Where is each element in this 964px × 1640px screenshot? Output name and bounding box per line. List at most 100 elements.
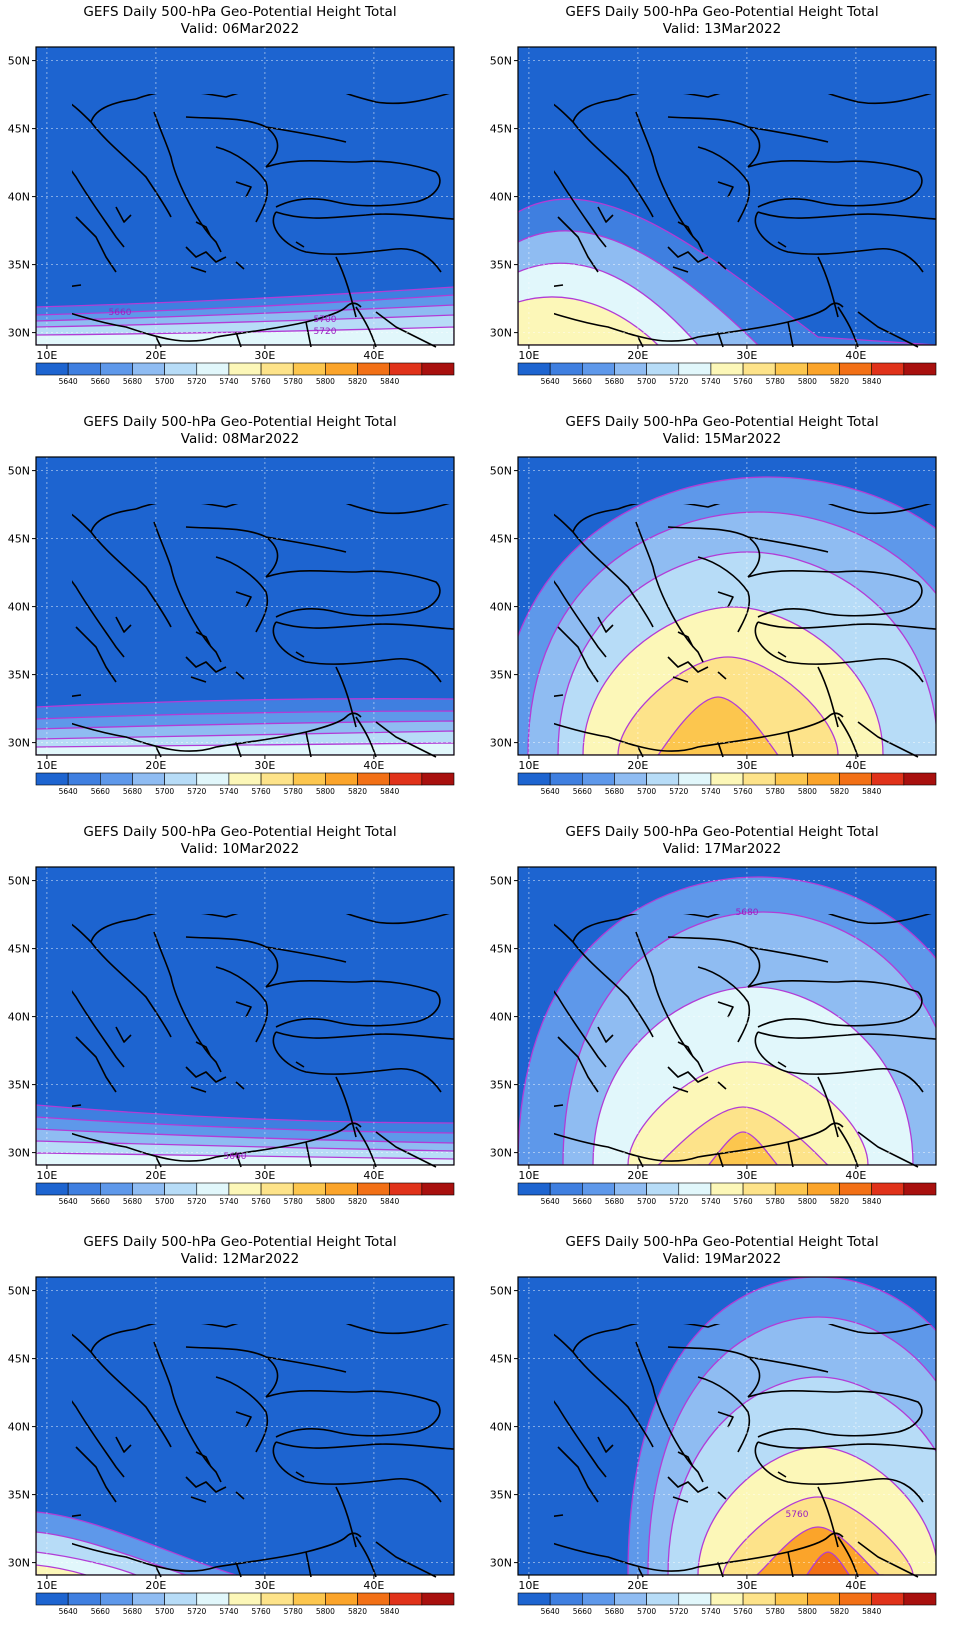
colorbar-swatch <box>228 1592 262 1606</box>
colorbar-swatch <box>549 1592 583 1606</box>
colorbar-label: 5720 <box>669 787 688 796</box>
colorbar-label: 5740 <box>219 787 238 796</box>
colorbar-swatch <box>871 772 905 786</box>
colorbar-swatch <box>742 1182 776 1196</box>
colorbar-swatch <box>646 362 680 376</box>
colorbar-swatch <box>678 1182 712 1196</box>
valid-date: 10Mar2022 <box>222 841 300 857</box>
colorbar-swatch <box>132 772 165 786</box>
lat-label: 40N <box>490 1421 512 1434</box>
colorbar-label: 5820 <box>348 377 367 386</box>
colorbar-swatch <box>325 362 358 376</box>
colorbar-swatch <box>325 1182 358 1196</box>
lon-label: 30E <box>736 349 757 362</box>
map-panel-19mar: GEFS Daily 500-hPa Geo-Potential Height … <box>482 1230 962 1640</box>
lat-label: 30N <box>8 1147 30 1160</box>
colorbar-label: 5780 <box>284 377 303 386</box>
colorbar-swatch <box>614 362 647 376</box>
colorbar-swatch <box>774 1182 808 1196</box>
contour-label: 5720 <box>314 327 337 337</box>
lat-label: 35N <box>8 1489 30 1502</box>
colorbar-swatch <box>292 1592 326 1606</box>
lon-label: 10E <box>36 759 57 772</box>
map-panel-15mar: GEFS Daily 500-hPa Geo-Potential Height … <box>482 410 962 820</box>
lat-label: 30N <box>8 327 30 340</box>
colorbar-swatch <box>325 1592 358 1606</box>
valid-prefix: Valid: <box>662 841 705 857</box>
panel-valid: Valid: 10Mar2022 <box>0 841 480 858</box>
lat-label: 50N <box>490 465 512 478</box>
colorbar-label: 5780 <box>284 1197 303 1206</box>
lon-label: 40E <box>363 1169 384 1182</box>
panel-title: GEFS Daily 500-hPa Geo-Potential Height … <box>565 1234 879 1250</box>
map-panel-12mar: GEFS Daily 500-hPa Geo-Potential Height … <box>0 1230 480 1640</box>
colorbar-label: 5700 <box>155 1197 174 1206</box>
colorbar-label: 5800 <box>798 1607 817 1616</box>
colorbar-label: 5760 <box>252 1197 271 1206</box>
colorbar-legend: 5640 5660 5680 5700 5720 5740 5760 5780 5800 5820… <box>517 1182 937 1206</box>
panel-title: GEFS Daily 500-hPa Geo-Potential Height … <box>565 414 879 430</box>
colorbar-label: 5800 <box>798 1197 817 1206</box>
lat-label: 45N <box>490 943 512 956</box>
colorbar-label: 5720 <box>187 787 206 796</box>
colorbar-swatch <box>132 362 165 376</box>
colorbar-label: 5680 <box>123 1197 142 1206</box>
colorbar-label: 5800 <box>316 1197 335 1206</box>
colorbar-legend: 5640 5660 5680 5700 5720 5740 5760 5780 5800 5820… <box>35 1182 455 1206</box>
lon-label: 20E <box>627 1579 648 1592</box>
map-frame <box>517 46 937 346</box>
map-panel-13mar: GEFS Daily 500-hPa Geo-Potential Height … <box>482 0 962 410</box>
colorbar-swatch <box>903 1592 937 1606</box>
colorbar-swatch <box>260 772 294 786</box>
lon-label: 10E <box>518 349 539 362</box>
colorbar-swatch <box>742 772 776 786</box>
colorbar-label: 5700 <box>155 1607 174 1616</box>
colorbar-swatch <box>325 772 358 786</box>
colorbar-label: 5820 <box>830 377 849 386</box>
colorbar-label: 5640 <box>59 1607 78 1616</box>
lat-label: 45N <box>8 943 30 956</box>
contour-label: 5700 <box>314 315 337 325</box>
lon-label: 40E <box>363 1579 384 1592</box>
colorbar-swatch <box>839 362 872 376</box>
lat-label: 45N <box>8 123 30 136</box>
lon-label: 10E <box>518 759 539 772</box>
colorbar-swatch <box>389 772 423 786</box>
colorbar-label: 5760 <box>252 787 271 796</box>
lat-label: 50N <box>8 875 30 888</box>
panel-title: GEFS Daily 500-hPa Geo-Potential Height … <box>83 414 397 430</box>
lat-label: 45N <box>8 533 30 546</box>
valid-date: 12Mar2022 <box>222 1251 300 1267</box>
colorbar-swatch <box>132 1592 165 1606</box>
valid-prefix: Valid: <box>180 841 223 857</box>
colorbar-swatch <box>614 1592 647 1606</box>
colorbar-swatch <box>903 1182 937 1196</box>
colorbar-swatch <box>871 1182 905 1196</box>
colorbar-swatch <box>67 772 101 786</box>
colorbar-label: 5680 <box>123 377 142 386</box>
colorbar-label: 5720 <box>669 1607 688 1616</box>
colorbar-label: 5820 <box>348 787 367 796</box>
contour-band <box>752 1526 884 1575</box>
lat-label: 30N <box>490 737 512 750</box>
colorbar-label: 5740 <box>219 1197 238 1206</box>
colorbar-swatch <box>646 1592 680 1606</box>
contour-label: 5760 <box>786 1510 809 1520</box>
panel-valid: Valid: 15Mar2022 <box>482 431 962 448</box>
panel-title: GEFS Daily 500-hPa Geo-Potential Height … <box>83 824 397 840</box>
colorbar-swatch <box>196 362 230 376</box>
colorbar-swatch <box>807 772 840 786</box>
colorbar-swatch <box>35 772 69 786</box>
panel-title: GEFS Daily 500-hPa Geo-Potential Height … <box>565 4 879 20</box>
lat-label: 45N <box>490 533 512 546</box>
colorbar-swatch <box>710 1182 744 1196</box>
lat-label: 50N <box>8 1285 30 1298</box>
colorbar-label: 5820 <box>348 1197 367 1206</box>
colorbar-label: 5660 <box>573 1607 592 1616</box>
lat-label: 30N <box>8 1557 30 1570</box>
colorbar-swatch <box>67 1182 101 1196</box>
valid-prefix: Valid: <box>662 431 705 447</box>
colorbar-label: 5680 <box>123 787 142 796</box>
lon-label: 40E <box>845 1579 866 1592</box>
